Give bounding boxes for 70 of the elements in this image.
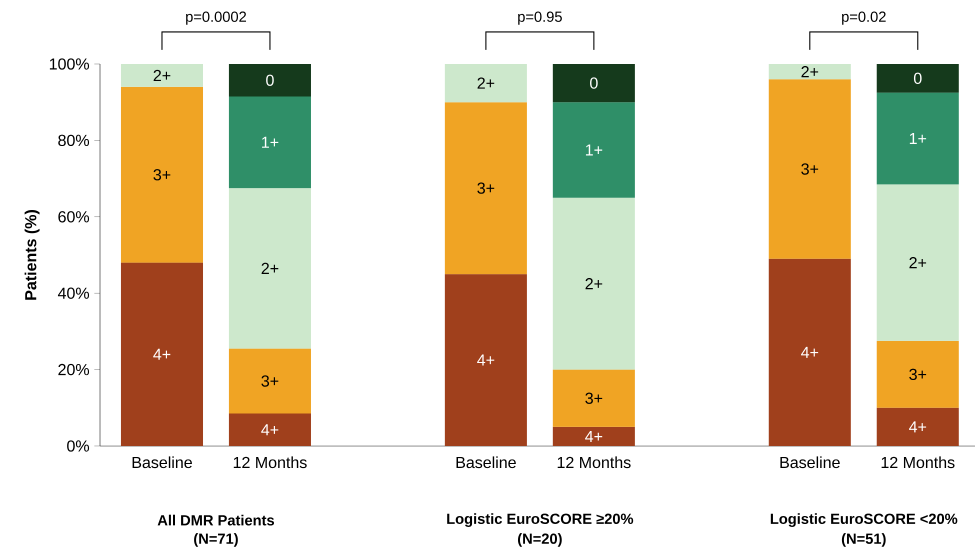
text: (N=51) [842,533,886,547]
text: 1+ [586,144,602,156]
bar [444,274,527,446]
series-label: 0 [914,72,922,84]
bar [768,258,851,446]
y-tick-label: 80% [58,134,90,146]
bar [120,86,204,263]
bar [552,102,635,198]
y-tick-label: 60% [58,211,90,222]
text: p=0.02 [842,12,886,25]
text: p=0.0002 [186,12,246,25]
text: 1+ [910,132,926,144]
text: 2+ [478,78,494,89]
text: (N=20) [518,533,562,547]
text: Logistic EuroSCORE <20% [770,513,958,527]
text: 3+ [909,368,926,380]
series-label: 4+ [585,430,602,442]
bar [768,64,851,80]
text: 0 [266,74,274,86]
bar [876,408,959,446]
series-label: 2+ [801,66,818,78]
bar [876,340,959,408]
series-label: 3+ [585,392,602,404]
x-tick-label: 12 Months [558,456,631,468]
x-tick-label: Baseline [456,456,516,468]
bar [228,188,311,349]
y-tick-label: 0% [67,440,90,452]
text: 4+ [477,354,494,366]
x-tick-label: Baseline [780,456,840,468]
bar [444,64,527,102]
text: 4+ [261,424,278,436]
series-label: 1+ [262,136,278,148]
y-tick-label: 40% [58,288,90,299]
bar [228,414,311,446]
bar [120,64,204,87]
bar [228,96,311,188]
text: Logistic EuroSCORE ≥20% [447,513,634,527]
y-tick-label: 20% [58,364,90,376]
bar [120,262,204,446]
bar [552,198,635,370]
bar [552,426,635,446]
text: 4+ [153,348,170,360]
text: 3+ [261,375,278,387]
text: 0 [590,77,598,89]
text: 2+ [909,257,926,268]
text: 3+ [801,163,818,175]
text: 2+ [586,278,602,290]
x-tick-label: 12 Months [234,456,307,468]
bar [444,102,527,274]
text: 3+ [477,182,494,194]
text: (N=71) [194,533,238,547]
text: p=0.95 [518,12,562,25]
bar [552,370,635,427]
y-tick-label: 100% [50,58,90,70]
text: 4+ [909,421,926,432]
y-axis-title: Patients (%) [24,210,40,300]
text: 4+ [801,346,818,358]
x-tick-label: 12 Months [882,456,955,468]
bar [768,79,851,259]
x-tick-label: Baseline [132,456,192,468]
bar [876,64,959,93]
text: 3+ [153,169,170,180]
bar [876,92,959,184]
bar [228,348,311,414]
bar [876,184,959,341]
text: 2+ [262,262,278,274]
text: All DMR Patients [158,514,274,526]
bar [228,64,311,96]
bar [552,64,635,102]
text: 2+ [154,70,170,82]
